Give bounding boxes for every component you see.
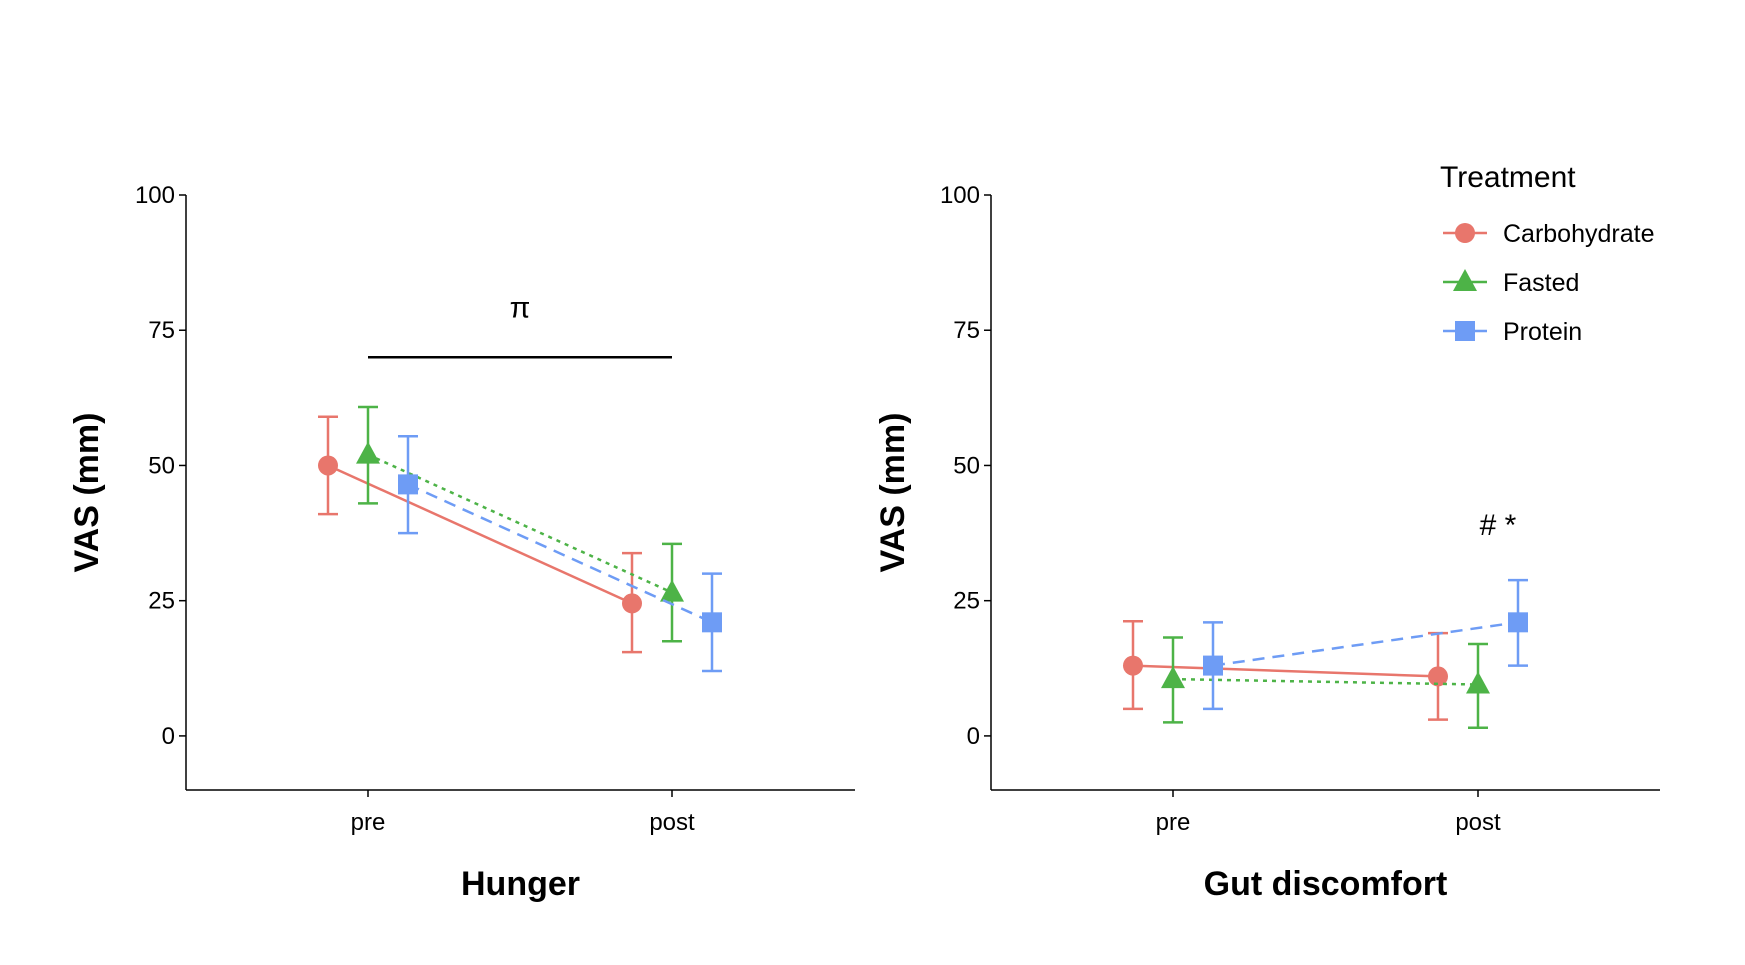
y-tick-label: 100 — [135, 182, 175, 209]
significance-label: π — [510, 291, 531, 324]
legend-title: Treatment — [1440, 161, 1576, 194]
series-line-protein — [407, 483, 713, 624]
legend-item-label: Fasted — [1503, 269, 1579, 297]
legend-key-marker — [1455, 223, 1475, 243]
data-point-protein — [1203, 655, 1223, 676]
y-tick-label: 0 — [162, 723, 175, 750]
legend-item-label: Protein — [1503, 318, 1582, 346]
x-tick-label: post — [649, 809, 695, 836]
x-tick-label: post — [1455, 809, 1501, 836]
data-point-fasted — [660, 579, 684, 602]
y-tick-label: 50 — [148, 452, 175, 479]
y-tick-label: 0 — [967, 723, 980, 750]
data-point-carbohydrate — [1123, 655, 1143, 676]
data-point-protein — [702, 612, 722, 633]
data-point-fasted — [1161, 666, 1185, 689]
x-axis-title: Gut discomfort — [1204, 865, 1448, 903]
significance-label: # * — [1480, 509, 1517, 542]
legend-key-marker — [1455, 321, 1475, 341]
y-tick-label: 75 — [148, 317, 175, 344]
series-line-carbohydrate — [327, 464, 633, 605]
y-axis-title: VAS (mm) — [874, 413, 912, 573]
y-axis-title: VAS (mm) — [68, 413, 106, 573]
panel-gut-discomfort: 0 25 50 75 100 pre post VAS (mm) Gut discomfort #… — [874, 182, 1660, 903]
series-line-fasted — [1172, 677, 1479, 686]
y-tick-label: 75 — [953, 317, 980, 344]
legend-key-marker — [1453, 269, 1477, 291]
y-tick-label: 25 — [148, 588, 175, 615]
series-line-fasted — [367, 453, 673, 594]
data-point-protein — [398, 474, 418, 495]
data-point-fasted — [1466, 671, 1490, 694]
panel-hunger: 0 25 50 75 100 pre post VAS (mm) Hunger π — [68, 182, 855, 903]
data-point-protein — [1508, 612, 1528, 633]
legend: Treatment Carbohydrate Fasted Protein — [1440, 161, 1654, 346]
data-point-fasted — [356, 441, 380, 464]
data-point-carbohydrate — [318, 455, 338, 476]
y-tick-label: 100 — [940, 182, 980, 209]
data-point-carbohydrate — [1428, 666, 1448, 687]
x-tick-label: pre — [351, 809, 386, 836]
data-point-carbohydrate — [622, 593, 642, 614]
x-tick-label: pre — [1156, 809, 1191, 836]
x-axis-title: Hunger — [461, 865, 580, 903]
y-tick-label: 50 — [953, 452, 980, 479]
series-line-carbohydrate — [1132, 664, 1439, 678]
legend-item-label: Carbohydrate — [1503, 220, 1654, 248]
series-line-protein — [1212, 621, 1519, 667]
y-tick-label: 25 — [953, 588, 980, 615]
